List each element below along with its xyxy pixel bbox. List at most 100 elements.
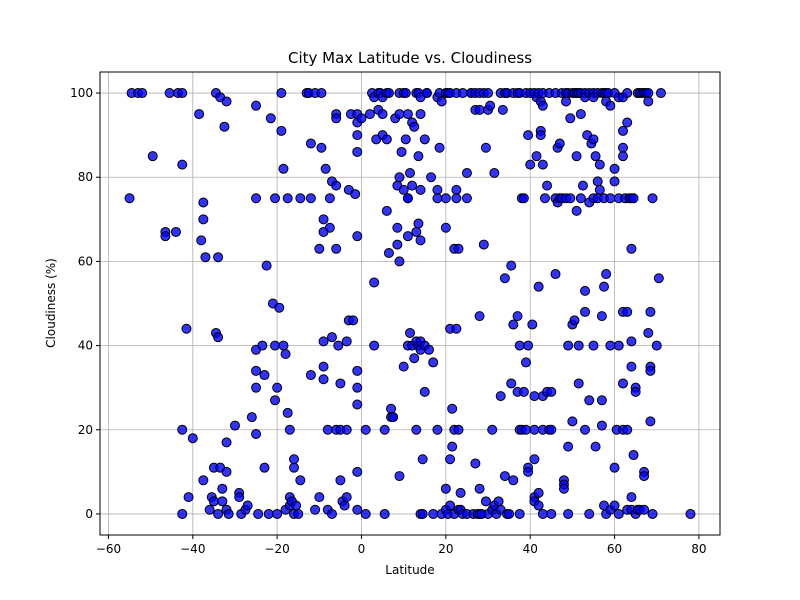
data-point xyxy=(499,471,510,482)
points-layer xyxy=(124,88,696,519)
data-point xyxy=(293,508,304,519)
data-point xyxy=(590,441,601,452)
data-point xyxy=(580,306,591,317)
data-point xyxy=(573,340,584,351)
data-point xyxy=(177,508,188,519)
data-point xyxy=(282,407,293,418)
data-point xyxy=(580,285,591,296)
data-point xyxy=(170,226,181,237)
data-point xyxy=(542,180,553,191)
data-point xyxy=(400,88,411,99)
data-point xyxy=(628,450,639,461)
data-point xyxy=(316,142,327,153)
data-point xyxy=(643,88,654,99)
data-point xyxy=(622,88,633,99)
data-point xyxy=(617,151,628,162)
data-point xyxy=(295,475,306,486)
data-point xyxy=(594,184,605,195)
data-point xyxy=(314,243,325,254)
data-point xyxy=(278,163,289,174)
data-point xyxy=(270,340,281,351)
data-point xyxy=(645,416,656,427)
data-point xyxy=(284,424,295,435)
data-point xyxy=(394,256,405,267)
x-tick-label: 20 xyxy=(438,542,453,556)
data-point xyxy=(208,496,219,507)
data-point xyxy=(282,193,293,204)
data-point xyxy=(546,424,557,435)
data-point xyxy=(388,412,399,423)
data-point xyxy=(423,344,434,355)
x-tick-label: −40 xyxy=(180,542,205,556)
data-point xyxy=(457,88,468,99)
data-point xyxy=(508,319,519,330)
data-point xyxy=(447,403,458,414)
data-point xyxy=(405,327,415,338)
data-point xyxy=(461,168,472,179)
data-point xyxy=(605,340,616,351)
data-point xyxy=(213,332,224,343)
data-point xyxy=(445,500,456,511)
data-point xyxy=(291,500,302,511)
data-point xyxy=(565,193,576,204)
data-point xyxy=(339,500,350,511)
data-point xyxy=(305,138,316,149)
data-point xyxy=(588,134,599,145)
data-point xyxy=(605,100,616,111)
data-point xyxy=(348,315,359,326)
data-point xyxy=(626,492,637,503)
data-point xyxy=(529,454,540,465)
data-point xyxy=(478,239,489,250)
chart-title: City Max Latitude vs. Cloudiness xyxy=(288,49,532,67)
data-point xyxy=(251,365,262,376)
data-point xyxy=(470,458,481,469)
data-point xyxy=(453,424,464,435)
data-point xyxy=(451,184,462,195)
data-point xyxy=(533,487,544,498)
data-point xyxy=(489,168,500,179)
data-point xyxy=(352,399,363,410)
data-point xyxy=(550,269,561,280)
data-point xyxy=(280,349,291,360)
data-point xyxy=(341,492,352,503)
data-point xyxy=(326,508,337,519)
data-point xyxy=(402,109,413,120)
data-point xyxy=(609,163,620,174)
data-point xyxy=(474,483,485,494)
data-point xyxy=(436,96,447,107)
data-point xyxy=(630,386,641,397)
data-point xyxy=(561,96,572,107)
data-point xyxy=(419,134,430,145)
data-point xyxy=(318,336,329,347)
data-point xyxy=(394,471,405,482)
data-point xyxy=(609,176,620,187)
data-point xyxy=(187,433,198,444)
data-point xyxy=(396,146,407,157)
data-point xyxy=(626,336,637,347)
data-point xyxy=(221,96,232,107)
data-point xyxy=(565,113,576,124)
data-point xyxy=(417,454,428,465)
data-point xyxy=(571,151,582,162)
data-point xyxy=(147,151,158,162)
data-point xyxy=(440,222,451,233)
data-point xyxy=(251,193,262,204)
data-point xyxy=(198,197,209,208)
data-point xyxy=(573,378,584,389)
data-point xyxy=(318,361,329,372)
data-point xyxy=(523,130,534,141)
data-point xyxy=(426,172,437,183)
data-point xyxy=(622,117,633,128)
data-point xyxy=(474,104,485,115)
data-point xyxy=(440,193,451,204)
x-tick-label: −60 xyxy=(96,542,121,556)
data-point xyxy=(643,327,654,338)
data-point xyxy=(504,508,515,519)
data-point xyxy=(272,508,283,519)
data-point xyxy=(527,319,538,330)
data-point xyxy=(647,508,658,519)
data-point xyxy=(411,226,422,237)
data-point xyxy=(257,340,268,351)
data-point xyxy=(415,235,426,246)
data-point xyxy=(588,340,599,351)
